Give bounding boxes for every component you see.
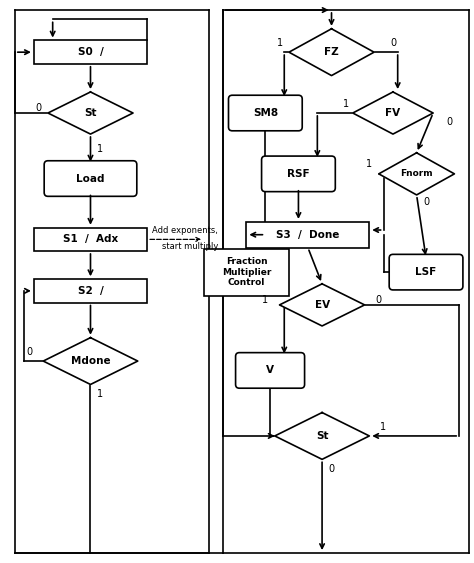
Text: Add exponents,: Add exponents,	[152, 226, 218, 235]
Text: Load: Load	[76, 173, 105, 184]
FancyBboxPatch shape	[389, 254, 463, 290]
FancyBboxPatch shape	[236, 352, 305, 388]
FancyBboxPatch shape	[34, 279, 147, 302]
Text: S2  /: S2 /	[78, 286, 103, 296]
Polygon shape	[43, 338, 138, 385]
Text: 1: 1	[276, 38, 283, 48]
Text: 1: 1	[262, 295, 268, 305]
Text: 0: 0	[390, 38, 396, 48]
Text: Mdone: Mdone	[71, 356, 110, 366]
FancyBboxPatch shape	[34, 227, 147, 251]
Text: 0: 0	[447, 117, 453, 127]
Text: S3  /  Done: S3 / Done	[276, 230, 339, 240]
FancyBboxPatch shape	[262, 156, 335, 191]
Text: V: V	[266, 365, 274, 376]
Text: St: St	[316, 431, 328, 441]
Text: S0  /: S0 /	[78, 47, 103, 57]
Text: St: St	[84, 108, 97, 118]
Polygon shape	[280, 284, 365, 326]
Polygon shape	[353, 92, 433, 134]
Text: EV: EV	[315, 300, 329, 310]
Text: FZ: FZ	[324, 47, 339, 57]
Polygon shape	[48, 92, 133, 134]
FancyBboxPatch shape	[34, 41, 147, 64]
Polygon shape	[379, 153, 455, 195]
Text: Fnorm: Fnorm	[400, 169, 433, 178]
Text: 1: 1	[366, 159, 373, 169]
Text: 1: 1	[381, 422, 387, 432]
Text: start multiply: start multiply	[162, 242, 218, 251]
Text: RSF: RSF	[287, 169, 310, 179]
Text: S1  /  Adx: S1 / Adx	[63, 234, 118, 244]
FancyBboxPatch shape	[44, 161, 137, 196]
Text: 1: 1	[343, 99, 349, 109]
Polygon shape	[275, 413, 369, 459]
Text: 0: 0	[26, 347, 32, 357]
Text: 0: 0	[328, 464, 335, 473]
Text: 0: 0	[376, 295, 382, 305]
Polygon shape	[289, 29, 374, 75]
Text: FV: FV	[385, 108, 401, 118]
FancyBboxPatch shape	[228, 95, 302, 131]
Text: 1: 1	[97, 389, 103, 399]
Text: LSF: LSF	[415, 267, 437, 277]
FancyBboxPatch shape	[204, 249, 289, 296]
FancyBboxPatch shape	[246, 222, 369, 248]
Text: 0: 0	[423, 197, 429, 207]
Text: 1: 1	[97, 144, 103, 154]
Text: SM8: SM8	[253, 108, 278, 118]
Text: Fraction
Multiplier
Control: Fraction Multiplier Control	[222, 257, 271, 287]
Text: 0: 0	[36, 104, 42, 113]
